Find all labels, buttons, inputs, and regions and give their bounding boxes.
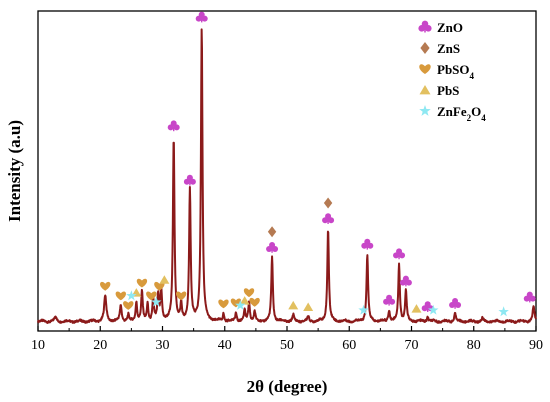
x-tick-label: 10 (31, 338, 45, 353)
peak-marker-heart (123, 301, 134, 310)
peak-marker-heart (243, 288, 255, 298)
legend-star-icon (419, 104, 431, 116)
peak-marker-star (358, 304, 369, 315)
legend-label: PbS (437, 83, 459, 98)
peak-marker-club (393, 248, 406, 260)
peak-marker-triangle (239, 296, 250, 305)
peak-marker-heart (154, 281, 165, 291)
peak-marker-club (183, 174, 196, 186)
peak-marker-triangle (303, 302, 314, 311)
x-axis-title: 2θ (degree) (247, 377, 328, 396)
y-axis-title: Intensity (a.u) (5, 120, 24, 222)
legend-label: ZnS (437, 41, 460, 56)
peak-marker-heart (115, 291, 126, 301)
peak-marker-star (235, 299, 246, 310)
x-tick-label: 40 (218, 338, 232, 353)
legend-heart-icon (419, 64, 431, 74)
peak-marker-club (195, 11, 208, 23)
peak-marker-heart (146, 291, 157, 301)
x-tick-label: 20 (93, 338, 107, 353)
x-tick-label: 70 (405, 338, 419, 353)
peak-marker-heart (218, 299, 229, 309)
peak-marker-club (167, 120, 180, 132)
peak-marker-heart (136, 278, 148, 288)
peak-marker-triangle (288, 300, 299, 310)
peak-marker-star (498, 306, 509, 317)
plot-area-border (37, 10, 537, 332)
peak-marker-diamond (267, 226, 277, 238)
peak-marker-heart (249, 297, 260, 307)
peak-marker-star (428, 304, 439, 315)
peak-marker-heart (175, 291, 187, 301)
peak-marker-triangle (159, 275, 170, 284)
diffraction-pattern (37, 28, 537, 324)
x-tick-label: 30 (156, 338, 170, 353)
plot-frame (37, 10, 537, 332)
peak-marker-club (322, 213, 335, 224)
legend-label: PbSO4 (437, 62, 475, 81)
peak-marker-club (361, 238, 374, 250)
phase-markers (100, 11, 536, 317)
x-tick-label: 80 (467, 338, 481, 353)
legend-label: ZnFe2O4 (437, 104, 486, 123)
peak-marker-club (266, 242, 279, 253)
peak-marker-club (383, 294, 396, 306)
peak-marker-club (399, 275, 412, 287)
peak-marker-heart (100, 281, 111, 291)
x-tick-label: 50 (280, 338, 294, 353)
peak-marker-club (523, 291, 536, 303)
x-tick-label: 60 (342, 338, 356, 353)
peak-marker-triangle (411, 304, 422, 313)
legend-label: ZnO (437, 20, 463, 35)
legend-triangle-icon (419, 85, 431, 95)
legend-diamond-icon (420, 41, 430, 55)
legend-club-icon (418, 20, 432, 33)
peak-marker-star (151, 296, 162, 307)
peak-marker-club (449, 298, 462, 309)
peak-marker-diamond (323, 197, 333, 209)
x-tick-label: 90 (529, 338, 543, 353)
x-axis-ticks: 10 20 30 40 50 60 70 80 90 (31, 326, 543, 353)
peak-marker-star (126, 290, 137, 301)
legend: ZnO ZnS PbSO4 PbS ZnFe2O4 (418, 20, 486, 123)
xrd-curve (37, 28, 537, 324)
